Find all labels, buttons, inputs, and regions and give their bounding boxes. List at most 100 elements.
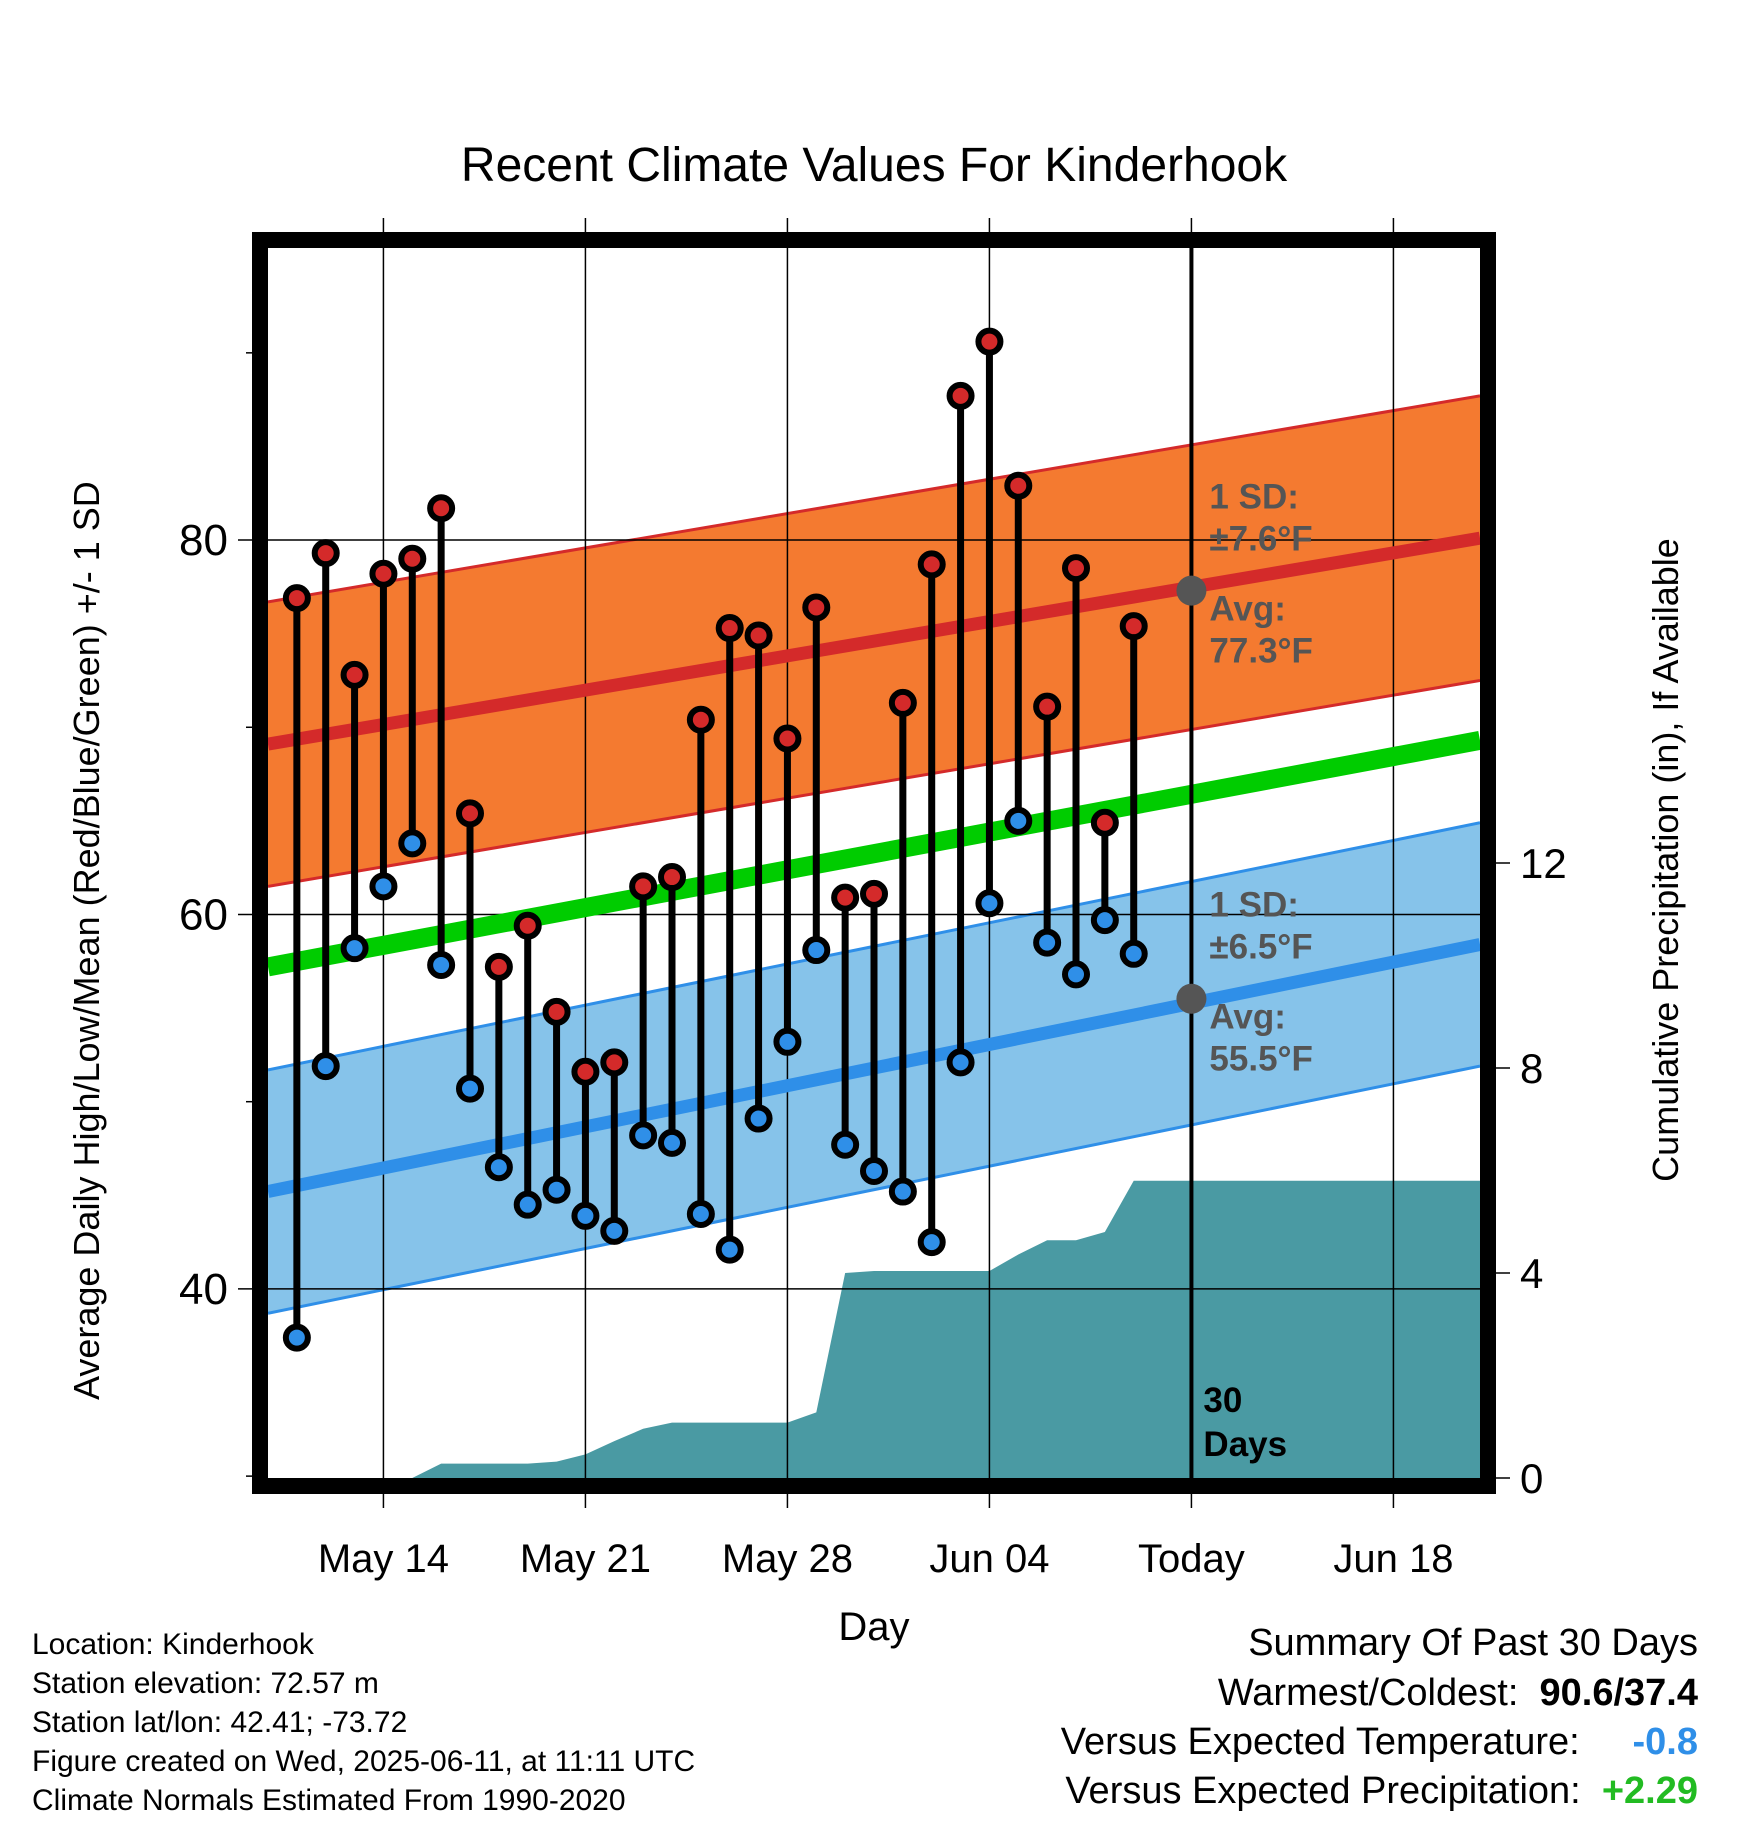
- summary-warmest-coldest: Warmest/Coldest: 90.6/37.4: [1218, 1672, 1698, 1715]
- y-tick-label: 80: [179, 516, 228, 565]
- period-label-number: 30: [1203, 1381, 1242, 1420]
- high-point: [1004, 471, 1033, 500]
- high-point: [888, 688, 917, 717]
- low-sd-value: ±6.5°F: [1209, 928, 1312, 967]
- y-tick-label: 40: [179, 1265, 228, 1314]
- period-label-unit: Days: [1203, 1425, 1287, 1464]
- summary-precip-value: +2.29: [1601, 1770, 1698, 1812]
- info-created: Figure created on Wed, 2025-06-11, at 11…: [32, 1745, 696, 1778]
- low-point: [888, 1177, 917, 1206]
- low-point: [542, 1175, 571, 1204]
- high-point: [917, 550, 946, 579]
- summary-precip: Versus Expected Precipitation: +2.29: [1065, 1770, 1698, 1813]
- low-point: [802, 936, 831, 965]
- low-point: [398, 829, 427, 858]
- high-point: [686, 705, 715, 734]
- low-point: [715, 1235, 744, 1264]
- low-point: [600, 1216, 629, 1245]
- low-point: [1033, 928, 1062, 957]
- x-tick-label: May 14: [318, 1537, 449, 1581]
- high-point: [975, 327, 1004, 356]
- plot-area: [268, 248, 1480, 1478]
- low-point: [831, 1130, 860, 1159]
- low-avg-label: Avg:: [1209, 998, 1285, 1037]
- high-point: [860, 879, 888, 908]
- low-point: [658, 1128, 686, 1157]
- summary-warm-value: 90.6/37.4: [1539, 1672, 1698, 1714]
- summary-temp: Versus Expected Temperature: -0.8: [1061, 1721, 1698, 1764]
- y-axis-label: Average Daily High/Low/Mean (Red/Blue/Gr…: [66, 481, 107, 1400]
- low-point: [456, 1074, 484, 1103]
- high-avg-value: 77.3°F: [1209, 632, 1313, 671]
- low-point: [282, 1323, 311, 1352]
- x-tick-label: Jun 04: [929, 1537, 1049, 1581]
- summary-temp-value: -0.8: [1632, 1721, 1698, 1763]
- info-normals: Climate Normals Estimated From 1990-2020: [32, 1784, 626, 1817]
- y-tick-label: 60: [179, 890, 228, 939]
- summary-precip-label: Versus Expected Precipitation:: [1065, 1770, 1581, 1812]
- high-point: [802, 593, 831, 622]
- high-point: [600, 1048, 629, 1077]
- high-sd-value: ±7.6°F: [1209, 520, 1312, 559]
- high-point: [1090, 808, 1119, 837]
- high-point: [744, 621, 773, 650]
- y2-tick-label: 12: [1520, 840, 1567, 887]
- low-point: [513, 1190, 542, 1219]
- high-point: [1119, 612, 1148, 641]
- high-point: [715, 614, 744, 643]
- high-point: [773, 724, 802, 753]
- high-sd-upper-edge: [268, 394, 1480, 604]
- low-point: [340, 934, 369, 963]
- low-point: [773, 1027, 802, 1056]
- low-point: [629, 1121, 658, 1150]
- low-sd-label: 1 SD:: [1209, 886, 1298, 925]
- y2-tick-label: 8: [1520, 1045, 1543, 1092]
- high-point: [484, 952, 513, 981]
- info-latlon: Station lat/lon: 42.41; -73.72: [32, 1706, 408, 1739]
- low-point: [1090, 906, 1119, 935]
- low-point: [860, 1156, 888, 1185]
- low-point: [975, 889, 1004, 918]
- x-tick-label: May 21: [520, 1537, 651, 1581]
- low-point: [1004, 806, 1033, 835]
- high-point: [369, 559, 398, 588]
- summary-warm-label: Warmest/Coldest:: [1217, 1672, 1519, 1714]
- y2-tick-label: 0: [1520, 1455, 1543, 1502]
- info-elevation: Station elevation: 72.57 m: [32, 1667, 379, 1700]
- high-sd-label: 1 SD:: [1209, 478, 1298, 517]
- low-point: [484, 1153, 513, 1182]
- high-point: [1033, 692, 1062, 721]
- high-point: [542, 997, 571, 1026]
- high-point: [629, 872, 658, 901]
- low-point: [917, 1228, 946, 1257]
- low-point: [744, 1104, 773, 1133]
- high-point: [1062, 554, 1090, 583]
- low-point: [1119, 939, 1148, 968]
- high-point: [946, 381, 975, 410]
- high-point: [831, 883, 860, 912]
- x-tick-label: Jun 18: [1333, 1537, 1453, 1581]
- high-point: [456, 799, 484, 828]
- low-point: [427, 951, 456, 980]
- low-sd-lower-edge: [268, 1064, 1480, 1315]
- high-point: [311, 539, 340, 568]
- low-point: [311, 1052, 340, 1081]
- summary-temp-label: Versus Expected Temperature:: [1060, 1721, 1580, 1763]
- precip-area: [268, 1180, 1480, 1478]
- low-point: [686, 1200, 715, 1229]
- high-avg-label: Avg:: [1209, 590, 1285, 629]
- high-point: [571, 1057, 600, 1086]
- low-point: [946, 1048, 975, 1077]
- low-point: [571, 1201, 600, 1230]
- high-avg-line: [268, 531, 1480, 751]
- y2-axis-label: Cumulative Precipitation (in), If Availa…: [1645, 538, 1686, 1182]
- x-tick-label: Today: [1138, 1537, 1245, 1581]
- high-point: [658, 863, 686, 892]
- today-high-avg-marker: [1176, 575, 1207, 606]
- low-point: [369, 872, 398, 901]
- high-point: [398, 544, 427, 573]
- low-point: [1062, 960, 1090, 989]
- high-point: [427, 494, 456, 523]
- high-point: [340, 660, 369, 689]
